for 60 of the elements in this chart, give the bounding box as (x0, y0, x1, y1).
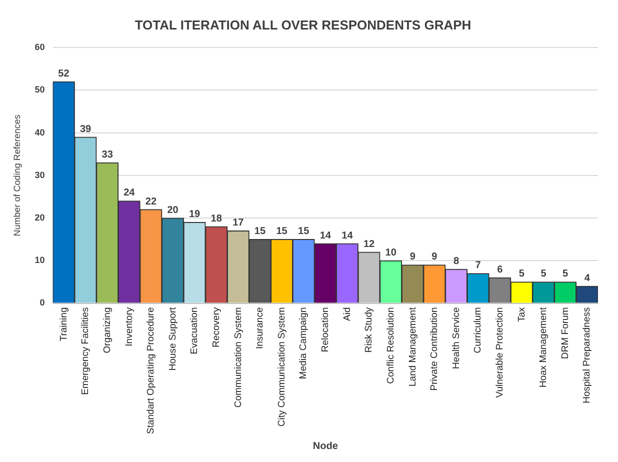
data-label: 5 (562, 268, 569, 280)
y-tick-label: 20 (34, 212, 45, 223)
y-tick-label: 40 (34, 127, 45, 138)
x-axis-title: Node (312, 440, 338, 452)
data-label: 12 (363, 238, 376, 250)
chart-title: TOTAL ITERATION ALL OVER RESPONDENTS GRAPH (134, 17, 472, 32)
x-tick-label: Hoax Management (538, 306, 550, 388)
x-tick-label: Training (58, 307, 70, 342)
data-label: 33 (102, 149, 114, 160)
x-tick-label: City Communication System (276, 307, 288, 427)
x-tick-label: Organizing (102, 307, 113, 354)
x-tick-label: Standart Operating Procedure (146, 307, 157, 434)
x-tick-label: Inventory (124, 307, 135, 346)
x-tick-label: Vulnerable Protection (494, 307, 506, 398)
data-label: 17 (232, 218, 244, 229)
x-tick-label: Curriculum (472, 307, 484, 354)
x-tick-label: Media Campaign (298, 307, 310, 380)
y-tick-label: 50 (34, 84, 45, 95)
data-label: 15 (276, 226, 288, 238)
x-tick-label: Health Service (450, 307, 462, 370)
x-tick-label: Private Contribution (429, 307, 440, 391)
x-tick-label: Evacuation (189, 307, 200, 354)
x-tick-label: Insurance (254, 307, 266, 349)
x-tick-label: Tax (516, 307, 528, 322)
x-tick-label: Hospital Preparadness (582, 307, 593, 404)
data-label: 8 (453, 256, 460, 267)
x-tick-label: Communication System (232, 307, 244, 408)
data-label: 20 (167, 204, 179, 216)
data-label: 14 (320, 230, 332, 242)
data-label: 39 (80, 124, 92, 135)
x-tick-label: Recovery (210, 307, 222, 348)
y-tick-label: 10 (34, 255, 45, 266)
x-tick-label: Conflic Resolution (385, 307, 396, 384)
x-tick-label: House Support (167, 306, 178, 371)
data-label: 7 (475, 260, 482, 272)
data-label: 22 (145, 196, 157, 208)
y-axis-title: Number of Coding References (12, 114, 22, 236)
x-tick-label: DRM Forum (560, 307, 571, 359)
data-label: 24 (124, 188, 136, 199)
data-label: 9 (432, 252, 438, 263)
y-tick-label: 60 (34, 42, 45, 52)
data-label: 19 (188, 209, 201, 220)
data-label: 15 (254, 226, 266, 238)
y-tick-label: 0 (40, 298, 45, 308)
data-label: 4 (584, 272, 590, 284)
x-tick-label: Emergency Facilities (80, 307, 92, 395)
data-label: 9 (410, 252, 416, 263)
data-label: 18 (210, 213, 222, 224)
data-label: 5 (518, 268, 525, 280)
data-label: 6 (497, 264, 504, 276)
x-tick-label: Land Management (407, 306, 418, 386)
x-tick-label: Relocation (320, 307, 332, 352)
data-label: 5 (540, 268, 547, 280)
x-tick-label: Risk Study (364, 307, 375, 353)
data-label: 52 (58, 68, 70, 80)
data-label: 15 (298, 226, 310, 238)
data-label: 14 (342, 230, 354, 242)
data-label: 10 (385, 247, 397, 258)
x-tick-label: Aid (342, 307, 353, 321)
y-tick-label: 30 (34, 170, 45, 180)
